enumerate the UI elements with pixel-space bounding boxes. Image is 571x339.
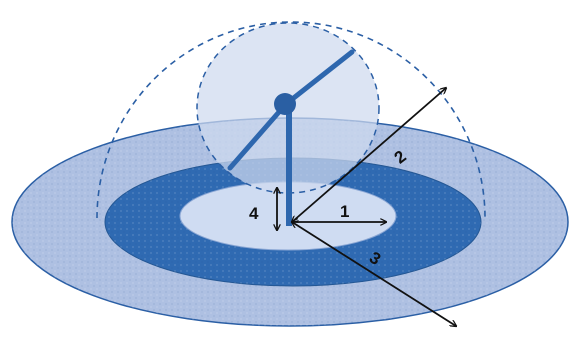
label-1: 1 bbox=[340, 202, 349, 221]
arrow-3-radius bbox=[292, 222, 456, 326]
arrow-2-radius bbox=[292, 88, 446, 222]
outer-dashed-hemisphere bbox=[96, 21, 486, 219]
turbine-hub bbox=[274, 93, 296, 115]
label-4: 4 bbox=[249, 204, 259, 223]
turbine-blade-lower bbox=[227, 101, 289, 171]
